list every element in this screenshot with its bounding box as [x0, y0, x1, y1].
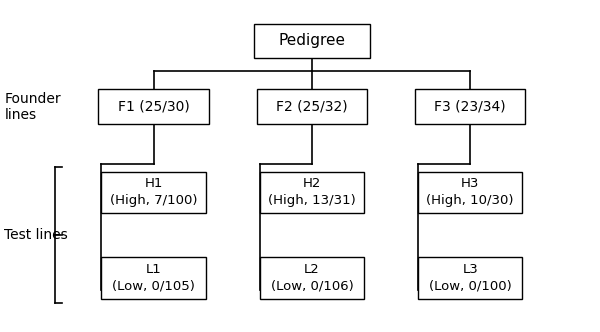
FancyBboxPatch shape	[101, 257, 206, 298]
Text: F2 (25/32): F2 (25/32)	[276, 100, 348, 114]
FancyBboxPatch shape	[260, 172, 364, 213]
FancyBboxPatch shape	[257, 89, 367, 124]
Text: F1 (25/30): F1 (25/30)	[118, 100, 190, 114]
FancyBboxPatch shape	[260, 257, 364, 298]
FancyBboxPatch shape	[418, 172, 523, 213]
Text: H2
(High, 13/31): H2 (High, 13/31)	[268, 177, 356, 208]
FancyBboxPatch shape	[101, 172, 206, 213]
Text: H1
(High, 7/100): H1 (High, 7/100)	[110, 177, 197, 208]
Text: Test lines: Test lines	[4, 228, 68, 242]
Text: Pedigree: Pedigree	[278, 34, 346, 48]
Text: L2
(Low, 0/106): L2 (Low, 0/106)	[271, 263, 353, 293]
Text: F3 (23/34): F3 (23/34)	[434, 100, 506, 114]
FancyBboxPatch shape	[418, 257, 523, 298]
FancyBboxPatch shape	[254, 24, 370, 58]
Text: L1
(Low, 0/105): L1 (Low, 0/105)	[112, 263, 195, 293]
FancyBboxPatch shape	[415, 89, 526, 124]
Text: H3
(High, 10/30): H3 (High, 10/30)	[427, 177, 514, 208]
FancyBboxPatch shape	[98, 89, 209, 124]
Text: Founder
lines: Founder lines	[4, 92, 61, 122]
Text: L3
(Low, 0/100): L3 (Low, 0/100)	[429, 263, 512, 293]
